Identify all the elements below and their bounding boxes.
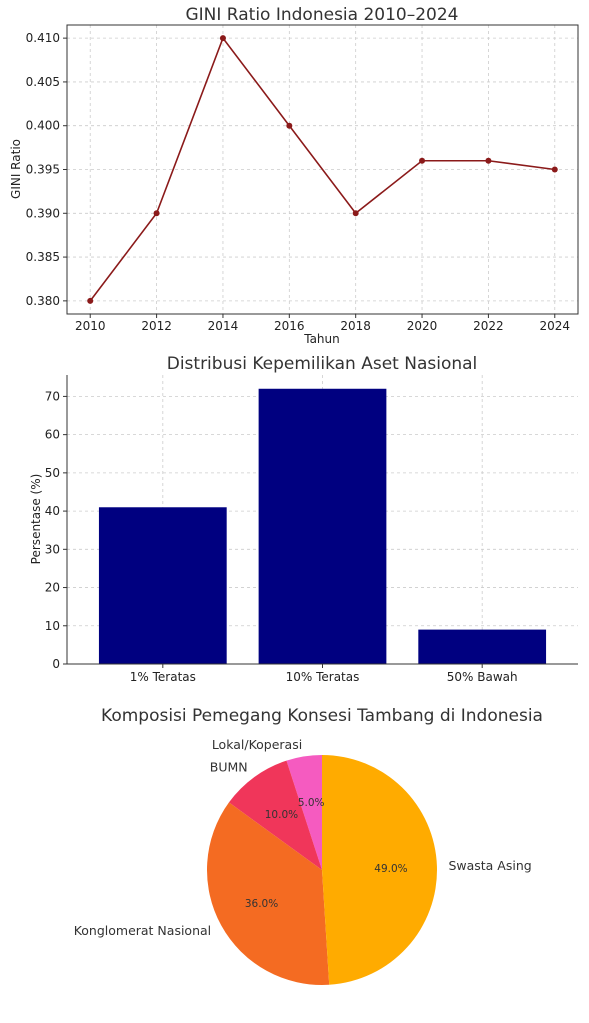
line-x-tick-label: 2020 — [407, 319, 438, 333]
bar-x-tick-label: 10% Teratas — [286, 670, 360, 684]
line-y-tick-label: 0.390 — [26, 206, 60, 220]
line-chart-title: GINI Ratio Indonesia 2010–2024 — [185, 5, 458, 25]
bar — [258, 388, 387, 664]
pie-chart-title: Komposisi Pemegang Konsesi Tambang di In… — [101, 706, 543, 726]
line-chart-grid — [67, 25, 578, 314]
bar-y-tick-label: 20 — [45, 581, 60, 595]
pie-chart-labels: Lokal/Koperasi 5.0% BUMN 10.0% Konglomerat N… — [74, 737, 532, 938]
line-x-tick-label: 2016 — [274, 319, 305, 333]
bar-chart-x-ticks: 1% Teratas 10% Teratas 50% Bawah — [130, 664, 518, 684]
line-x-tick-label: 2014 — [208, 319, 239, 333]
gini-point — [219, 35, 226, 42]
gini-point — [352, 210, 359, 217]
line-chart-y-label: GINI Ratio — [9, 139, 23, 199]
bar-x-tick-label: 50% Bawah — [447, 670, 518, 684]
pie-slice-label: Lokal/Koperasi — [212, 737, 302, 752]
line-chart-x-label: Tahun — [303, 332, 340, 346]
line-y-tick-label: 0.395 — [26, 163, 60, 177]
line-y-tick-label: 0.380 — [26, 294, 60, 308]
pie-slice-percent: 10.0% — [265, 809, 298, 821]
pie-slice-percent: 5.0% — [298, 797, 325, 809]
bar-y-tick-label: 10 — [45, 619, 60, 633]
bar-y-tick-label: 50 — [45, 466, 60, 480]
gini-point — [286, 122, 293, 129]
gini-point — [153, 210, 160, 217]
bar-chart-y-label: Persentase (%) — [29, 474, 43, 565]
line-x-tick-label: 2018 — [340, 319, 371, 333]
bar-chart-y-ticks: 0 10 20 30 40 50 60 70 — [45, 389, 67, 671]
line-y-tick-label: 0.405 — [26, 75, 60, 89]
line-chart-series — [87, 35, 558, 304]
bar-y-tick-label: 70 — [45, 389, 60, 403]
gini-point — [551, 166, 558, 173]
pie-chart-slices — [207, 755, 438, 985]
line-chart-y-ticks: 0.380 0.385 0.390 0.395 0.400 0.405 0.410 — [26, 31, 67, 308]
line-x-tick-label: 2010 — [75, 319, 106, 333]
line-x-tick-label: 2012 — [141, 319, 172, 333]
pie-slice-percent: 36.0% — [245, 898, 278, 910]
bar — [98, 507, 227, 664]
bar-x-tick-label: 1% Teratas — [130, 670, 196, 684]
gini-line — [89, 36, 555, 302]
bar-chart-title: Distribusi Kepemilikan Aset Nasional — [167, 354, 478, 374]
pie-slice — [228, 760, 322, 870]
pie-slice — [286, 755, 322, 870]
pie-slice-label: Konglomerat Nasional — [74, 923, 211, 938]
bar-y-tick-label: 40 — [45, 504, 60, 518]
bar-chart-bars — [98, 388, 547, 664]
bar-y-tick-label: 60 — [45, 428, 60, 442]
line-x-tick-label: 2024 — [539, 319, 570, 333]
bar-y-tick-label: 30 — [45, 542, 60, 556]
pie-slice — [207, 802, 330, 985]
bar — [418, 629, 547, 664]
gini-line-chart: GINI Ratio Indonesia 2010–2024 0.3800.38… — [9, 5, 579, 346]
line-y-tick-label: 0.385 — [26, 250, 60, 264]
pie-slice-percent: 49.0% — [374, 863, 407, 875]
pie-slice-label: Swasta Asing — [448, 858, 531, 873]
gini-point — [485, 157, 492, 164]
gini-point — [87, 297, 94, 304]
line-y-tick-label: 0.400 — [26, 119, 60, 133]
line-y-tick-label: 0.410 — [26, 31, 60, 45]
concession-pie-chart: Komposisi Pemegang Konsesi Tambang di In… — [74, 706, 543, 985]
gini-point — [419, 157, 426, 164]
line-chart-x-ticks: 2010 2012 2014 2016 2018 2020 2022 2024 — [75, 314, 570, 333]
pie-slice — [322, 755, 438, 985]
pie-slice-label: BUMN — [210, 760, 248, 775]
asset-bar-chart: Distribusi Kepemilikan Aset Nasional 0 10… — [29, 354, 578, 684]
bar-y-tick-label: 0 — [52, 657, 60, 671]
line-x-tick-label: 2022 — [473, 319, 504, 333]
